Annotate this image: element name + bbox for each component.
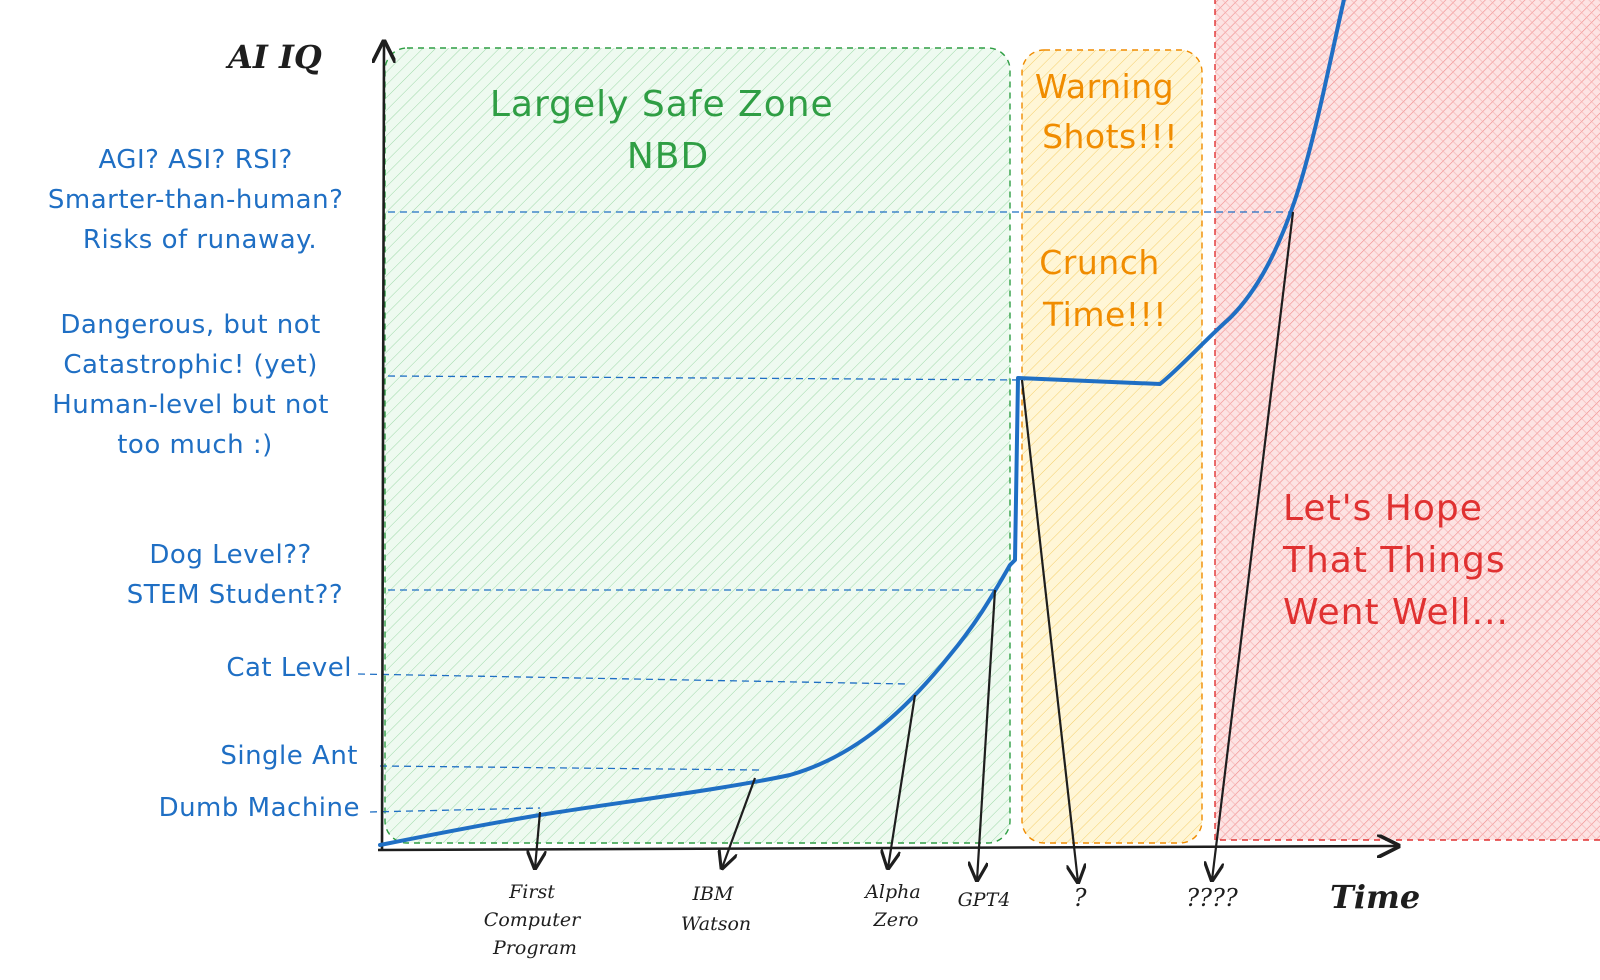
milestone-ibm-line-1: IBM [692,883,734,905]
milestone-arrows [535,211,1295,882]
hope-zone-label: Let's Hope That Things Went Well... [1282,488,1518,633]
milestone-four-questions: ???? [1186,884,1238,912]
milestone-ibm-line-2: Watson [681,913,751,935]
warning-zone-label: Warning Shots!!! [1035,67,1185,156]
hope-line-2: That Things [1282,540,1506,581]
crunch-line-2: Time!!! [1042,295,1167,334]
level-label-ant: Single Ant [220,741,358,771]
milestone-first-line-2: Computer [484,909,582,931]
milestone-alpha-line-1: Alpha [863,881,921,903]
safe-zone-line-1: Largely Safe Zone [490,84,834,125]
arrow-first-program [535,811,540,868]
warning-line-2: Shots!!! [1042,117,1178,156]
guide-cat-level [357,673,909,685]
milestone-first-line-1: First [508,881,555,903]
level-label-dog: Dog Level?? STEM Student?? [127,540,343,610]
arrow-ibm-watson [722,777,757,868]
warning-line-1: Warning [1035,67,1174,106]
arrow-alpha-zero [888,694,917,868]
level-label-human: Dangerous, but not Catastrophic! (yet) H… [52,310,338,460]
guide-single-ant [379,765,761,771]
safe-zone-label: Largely Safe Zone NBD [490,84,846,177]
level-human-line-4: too much :) [117,430,273,460]
milestone-alpha-zero: Alpha Zero [863,881,927,931]
milestone-first-line-3: Program [492,937,577,959]
guide-human-level [387,375,1026,381]
level-human-line-2: Catastrophic! (yet) [63,350,318,380]
level-guide-lines [357,211,1293,813]
arrow-four-questions [1212,211,1295,880]
crunch-zone-label: Crunch Time!!! [1039,243,1171,334]
level-label-agi: AGI? ASI? RSI? Smarter-than-human? Risks… [48,145,352,255]
level-human-line-1: Dangerous, but not [60,310,321,340]
hope-zone-region [1214,0,1600,841]
milestone-first-program: First Computer Program [484,881,586,959]
level-dog-line-1: Dog Level?? [149,540,311,570]
milestone-alpha-line-2: Zero [873,909,919,931]
axes [378,42,1398,850]
hope-line-3: Went Well... [1283,592,1509,633]
warning-zone-region [1021,49,1203,844]
level-label-dumb: Dumb Machine [159,793,360,823]
level-agi-line-1: AGI? ASI? RSI? [98,145,292,175]
level-agi-line-3: Risks of runaway. [83,225,317,255]
level-human-line-3: Human-level but not [52,390,329,420]
level-agi-line-2: Smarter-than-human? [48,185,344,215]
level-label-cat: Cat Level [226,653,352,683]
hope-line-1: Let's Hope [1283,488,1483,529]
safe-zone-region [384,47,1011,844]
arrow-question [1020,379,1078,882]
milestone-ibm-watson: IBM Watson [681,883,751,935]
guide-dumb-machine [369,807,541,813]
y-axis [382,42,384,851]
crunch-line-1: Crunch [1039,243,1160,282]
safe-zone-line-2: NBD [627,136,709,177]
milestone-gpt4: GPT4 [958,889,1011,911]
milestone-question: ? [1074,884,1087,912]
y-axis-label: AI IQ [225,38,322,76]
x-axis-label: Time [1330,878,1420,916]
arrow-gpt4 [977,589,997,880]
x-axis [377,846,1398,850]
ai-iq-curve [378,0,1346,847]
level-dog-line-2: STEM Student?? [127,580,343,610]
